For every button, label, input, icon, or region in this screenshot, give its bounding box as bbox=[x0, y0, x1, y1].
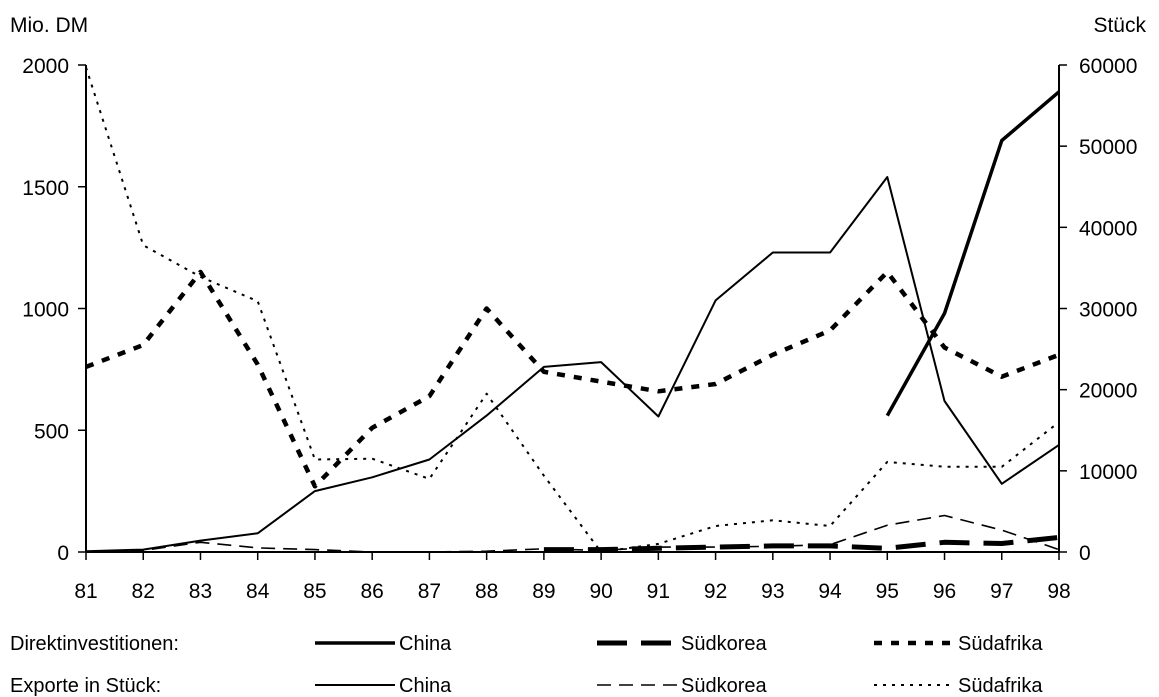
series-line-di-suedafrika bbox=[85, 269, 1060, 489]
series-line-di-suedkorea bbox=[543, 534, 1060, 553]
legend-entry-label: Südkorea bbox=[681, 675, 767, 697]
left-y-tick-label: 1500 bbox=[22, 177, 69, 200]
x-tick-label: 98 bbox=[1047, 580, 1070, 603]
right-y-tick-label: 60000 bbox=[1079, 55, 1137, 78]
right-y-tick-label: 40000 bbox=[1079, 217, 1137, 240]
x-tick-label: 81 bbox=[74, 580, 97, 603]
legend-entry-label: China bbox=[399, 633, 452, 655]
x-tick-label: 95 bbox=[876, 580, 899, 603]
series-layer bbox=[85, 67, 1061, 553]
series-line-di-china bbox=[885, 90, 1061, 417]
x-tick-label: 93 bbox=[761, 580, 784, 603]
x-tick-label: 86 bbox=[360, 580, 383, 603]
left-axis-label: Mio. DM bbox=[10, 14, 88, 37]
right-axis-label: Stück bbox=[1093, 14, 1146, 37]
legend-row-label: Exporte in Stück: bbox=[10, 675, 161, 697]
left-y-tick-label: 2000 bbox=[22, 55, 69, 78]
series-line-ex-suedkorea bbox=[85, 514, 1060, 553]
x-tick-label: 91 bbox=[647, 580, 670, 603]
series-line-ex-china bbox=[85, 176, 1060, 553]
legend-entry-label: China bbox=[399, 675, 452, 697]
x-tick-label: 83 bbox=[189, 580, 212, 603]
left-y-tick-label: 0 bbox=[57, 542, 69, 565]
x-tick-label: 87 bbox=[418, 580, 441, 603]
right-y-tick-label: 30000 bbox=[1079, 299, 1137, 322]
x-tick-label: 94 bbox=[818, 580, 842, 603]
x-tick-label: 88 bbox=[475, 580, 498, 603]
legend-entry-label: Südkorea bbox=[681, 633, 767, 655]
axes: 81 82 83 84 85 86 87 88 89 90 91 92 93 94 95 96 97 98 0 500… bbox=[22, 55, 1137, 603]
x-tick-label: 89 bbox=[532, 580, 555, 603]
x-tick-label: 97 bbox=[990, 580, 1013, 603]
legend-entry-label: Südafrika bbox=[958, 675, 1043, 697]
left-y-tick-label: 500 bbox=[34, 420, 69, 443]
x-tick-label: 90 bbox=[589, 580, 612, 603]
right-y-tick-label: 0 bbox=[1079, 542, 1091, 565]
x-tick-label: 84 bbox=[246, 580, 270, 603]
x-tick-label: 82 bbox=[132, 580, 155, 603]
right-y-tick-label: 50000 bbox=[1079, 136, 1137, 159]
legend: Direktinvestitionen: China Südkorea Südafri… bbox=[10, 633, 1043, 697]
left-y-tick-label: 1000 bbox=[22, 299, 69, 322]
x-tick-label: 92 bbox=[704, 580, 727, 603]
x-tick-label: 85 bbox=[303, 580, 326, 603]
x-tick-label: 96 bbox=[933, 580, 956, 603]
legend-entry-label: Südafrika bbox=[958, 633, 1043, 655]
right-y-tick-label: 10000 bbox=[1079, 461, 1137, 484]
right-y-tick-label: 20000 bbox=[1079, 380, 1137, 403]
legend-row-label: Direktinvestitionen: bbox=[10, 633, 179, 655]
